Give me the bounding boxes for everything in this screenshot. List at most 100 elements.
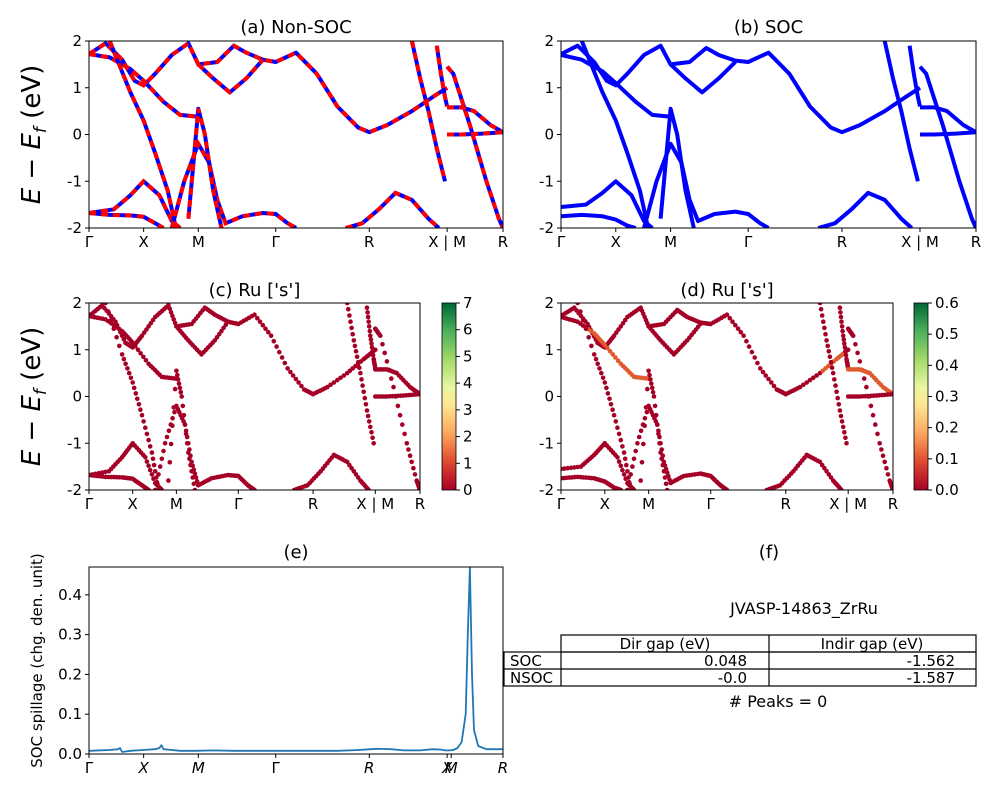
projection-point [824, 338, 829, 343]
projection-point [823, 331, 828, 337]
projection-point [801, 382, 806, 388]
projection-point [417, 487, 420, 490]
projection-point [624, 462, 629, 468]
projection-point [192, 487, 198, 490]
y-tick-label: 2 [72, 294, 82, 312]
projection-point [175, 377, 181, 382]
table-cell: -0.0 [718, 669, 747, 687]
table-row-label: NSOC [510, 669, 553, 687]
projection-point [818, 306, 824, 312]
projection-point [106, 309, 111, 314]
band-line-dashed [445, 65, 503, 228]
projection-point [143, 425, 148, 431]
x-tick-label: X | M [356, 495, 394, 513]
projection-point [605, 345, 610, 351]
projection-point [352, 343, 358, 349]
x-tick-label: X | M [901, 233, 939, 251]
colorbar-tick-label: 4 [463, 374, 473, 392]
projection-point [144, 459, 150, 464]
projection-point [146, 463, 151, 469]
band-line [561, 43, 922, 135]
band-line [561, 53, 671, 119]
projection-point [355, 359, 361, 365]
projection-point [840, 333, 846, 339]
x-tick-label: X | M [829, 495, 867, 513]
band-line-dashed [409, 41, 447, 182]
projection-point [755, 360, 760, 366]
band-line-dashed [89, 41, 449, 135]
band-line-dashed [447, 130, 503, 137]
projection-point [190, 475, 195, 480]
projection-point [170, 313, 175, 319]
plot-frame [560, 40, 977, 229]
projection-point [358, 370, 363, 376]
projection-point [150, 456, 156, 462]
projection-point [840, 424, 846, 430]
projection-point [698, 321, 703, 327]
projection-point [328, 382, 333, 388]
colorbar-tick-label: 0.5 [935, 325, 959, 343]
projection-point [760, 369, 766, 375]
projection-point [864, 384, 869, 390]
projection-point [741, 333, 746, 339]
projection-point [412, 472, 418, 477]
projection-point [395, 403, 401, 409]
projection-point [656, 431, 661, 437]
projection-point [354, 354, 360, 360]
projection-point [575, 303, 580, 306]
projection-point [404, 441, 410, 446]
plot-frame [88, 302, 421, 491]
projection-point [667, 477, 672, 482]
projection-point [161, 448, 166, 454]
projection-point [583, 326, 589, 332]
projection-point [172, 320, 178, 326]
projection-point [822, 325, 827, 331]
projection-point [117, 343, 122, 349]
projection-point [146, 487, 151, 490]
y-tick-label: -1 [539, 434, 554, 452]
panel-d-ru-s-projection: (d) Ru ['s'] -2 -1 0 1 2 Γ X M Γ R X | M R 0.0 0.1 0.2 0… [539, 280, 959, 513]
projection-point [608, 402, 614, 407]
y-tick-label: 0.4 [58, 586, 82, 604]
projection-point [382, 350, 388, 356]
projection-point [172, 409, 177, 415]
projection-point [168, 441, 174, 447]
projection-point [662, 475, 668, 480]
band-line-dashed [186, 108, 224, 228]
projection-point [645, 386, 650, 392]
projection-point [639, 460, 645, 465]
projection-point [164, 434, 170, 440]
colorbar-tick-label: 6 [463, 321, 473, 339]
projection-point [828, 359, 834, 365]
projection-point [853, 342, 858, 347]
projection-point [136, 402, 142, 407]
projection-point [626, 479, 632, 485]
band-line-dashed [196, 58, 265, 96]
projection-point [263, 326, 268, 332]
projection-point [868, 403, 874, 409]
projection-point [143, 358, 149, 363]
projection-point [838, 310, 843, 315]
projection-point [113, 319, 118, 325]
y-tick-label: 0.2 [58, 665, 82, 683]
projection-point [647, 372, 652, 378]
projection-point [817, 303, 823, 306]
x-tick-label: R [498, 759, 508, 777]
projection-point [367, 328, 373, 334]
projection-point [166, 303, 171, 308]
projection-point [807, 377, 813, 383]
y-tick-label: 2 [544, 32, 554, 50]
projection-point [615, 425, 620, 431]
projection-point [836, 402, 842, 407]
projection-point [154, 479, 160, 485]
plot-frame [88, 566, 504, 755]
plot-frame [560, 302, 894, 491]
projection-point [121, 336, 127, 342]
x-tick-label: M [192, 233, 205, 251]
table-cell: -1.562 [907, 652, 955, 670]
projection-point [630, 464, 635, 469]
panel-title: (c) Ru ['s'] [209, 280, 301, 301]
projection-point [593, 356, 599, 362]
y-tick-label: 0 [72, 388, 82, 406]
x-tick-label: M [192, 759, 205, 777]
